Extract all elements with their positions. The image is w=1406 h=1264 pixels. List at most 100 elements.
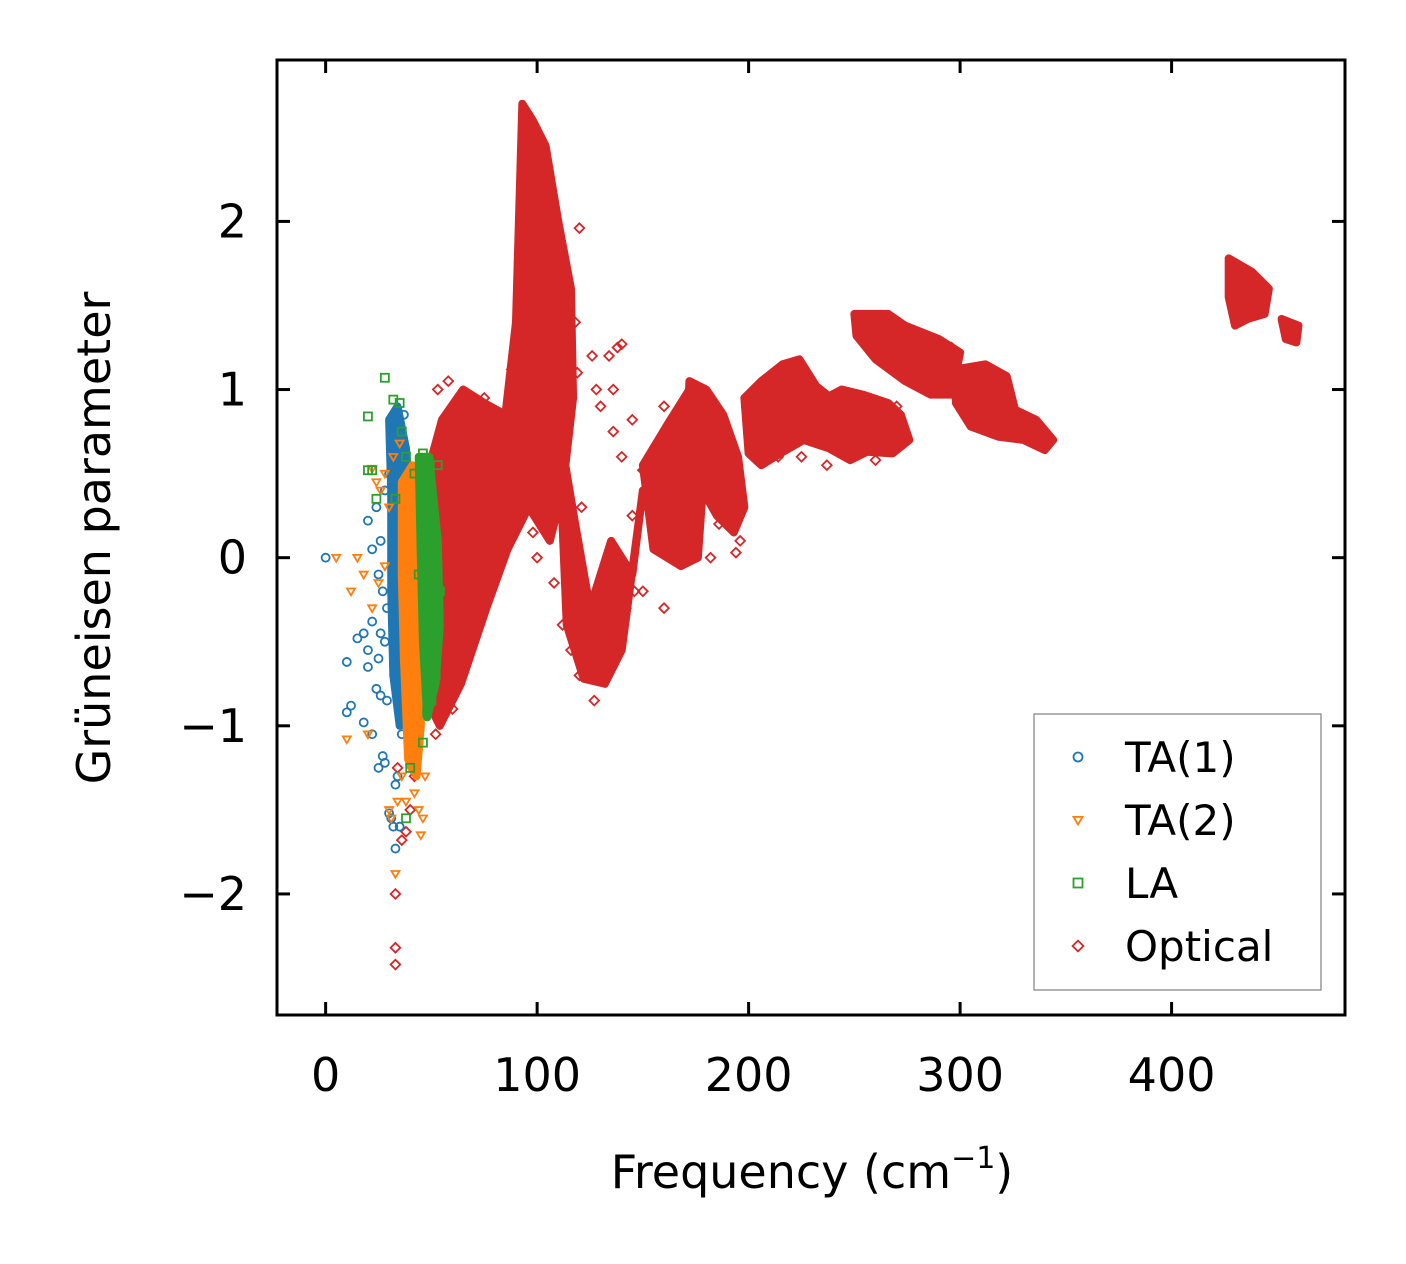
legend-marker [1071,815,1085,827]
data-point [375,535,386,546]
x-tick-label: 100 [493,1048,581,1102]
data-point [645,467,658,480]
data-point [375,690,386,701]
data-point [389,870,402,880]
data-point [575,501,588,514]
data-point [729,546,742,559]
dense-point-cloud [850,309,965,399]
data-point [520,324,533,337]
data-point [379,757,390,768]
x-axis-label: Frequency (cm−1) [611,1141,1014,1199]
data-point [408,789,421,799]
data-point [413,569,424,580]
data-point [431,383,444,396]
data-point [945,341,958,354]
data-point [636,464,649,477]
data-point [390,493,401,504]
data-point [341,735,353,746]
data-point [581,660,594,674]
data-point [379,562,391,572]
data-point [382,695,392,706]
y-tick-label: −1 [179,699,247,753]
legend-marker [1071,939,1085,953]
data-point [594,669,607,682]
data-point [379,485,390,496]
data-point [419,772,431,783]
data-point [400,797,412,808]
data-point [571,366,584,379]
data-point [619,602,633,615]
data-point [396,772,408,783]
x-tick-label: 400 [1128,1048,1216,1102]
data-point [626,509,639,522]
data-point [341,657,352,667]
data-point [615,338,628,351]
data-point [362,730,374,740]
data-point [379,469,391,480]
data-point [657,602,671,615]
data-point [352,633,363,644]
data-point [478,391,491,405]
data-point [320,552,331,563]
data-point [526,526,539,539]
data-point [367,544,378,555]
data-point [395,834,408,847]
data-point [351,553,363,564]
data-point [382,603,392,614]
data-point [363,515,373,526]
data-point [373,762,384,773]
data-point [795,450,808,463]
data-point [383,503,395,514]
data-point [915,363,929,376]
dense-point-cloud [1277,314,1303,347]
series-la [363,372,445,824]
data-point [367,616,378,627]
data-point [415,831,427,841]
data-point [657,400,671,413]
data-point [330,553,342,564]
data-point [345,587,357,598]
dense-point-cloud [683,377,749,537]
data-point [387,453,399,463]
data-point [389,941,402,954]
data-point [388,821,399,832]
data-point [418,737,428,748]
legend-marker [1072,751,1084,763]
data-point [569,316,582,329]
legend-marker [1072,877,1084,889]
data-point [611,341,624,354]
data-point [341,707,352,718]
data-point [373,653,384,664]
data-point [413,806,425,816]
data-point [358,570,370,581]
data-point [594,400,607,413]
data-point [396,426,407,437]
data-point [964,375,977,388]
data-point [405,762,416,773]
x-tick-label: 200 [705,1048,793,1102]
data-point [446,702,459,716]
data-point [626,413,639,426]
data-point [398,409,409,420]
data-point [890,400,903,413]
data-point [590,383,603,396]
data-point [429,728,442,741]
data-point [772,450,785,463]
data-point [564,644,578,657]
data-point [588,694,601,707]
axis-ticks: 0 100 200 300 400 −2 −1 0 1 2 [179,60,1345,1102]
data-point [379,636,390,647]
data-point [734,534,747,547]
dense-point-cloud [1224,254,1273,330]
data-point [389,887,402,901]
data-point [367,465,378,476]
legend-label: TA(1) [1124,733,1236,782]
y-tick-label: 2 [218,194,247,248]
data-point [375,628,386,639]
data-point [607,383,620,396]
data-point [531,551,544,564]
data-point [373,569,384,580]
data-point [820,459,833,472]
